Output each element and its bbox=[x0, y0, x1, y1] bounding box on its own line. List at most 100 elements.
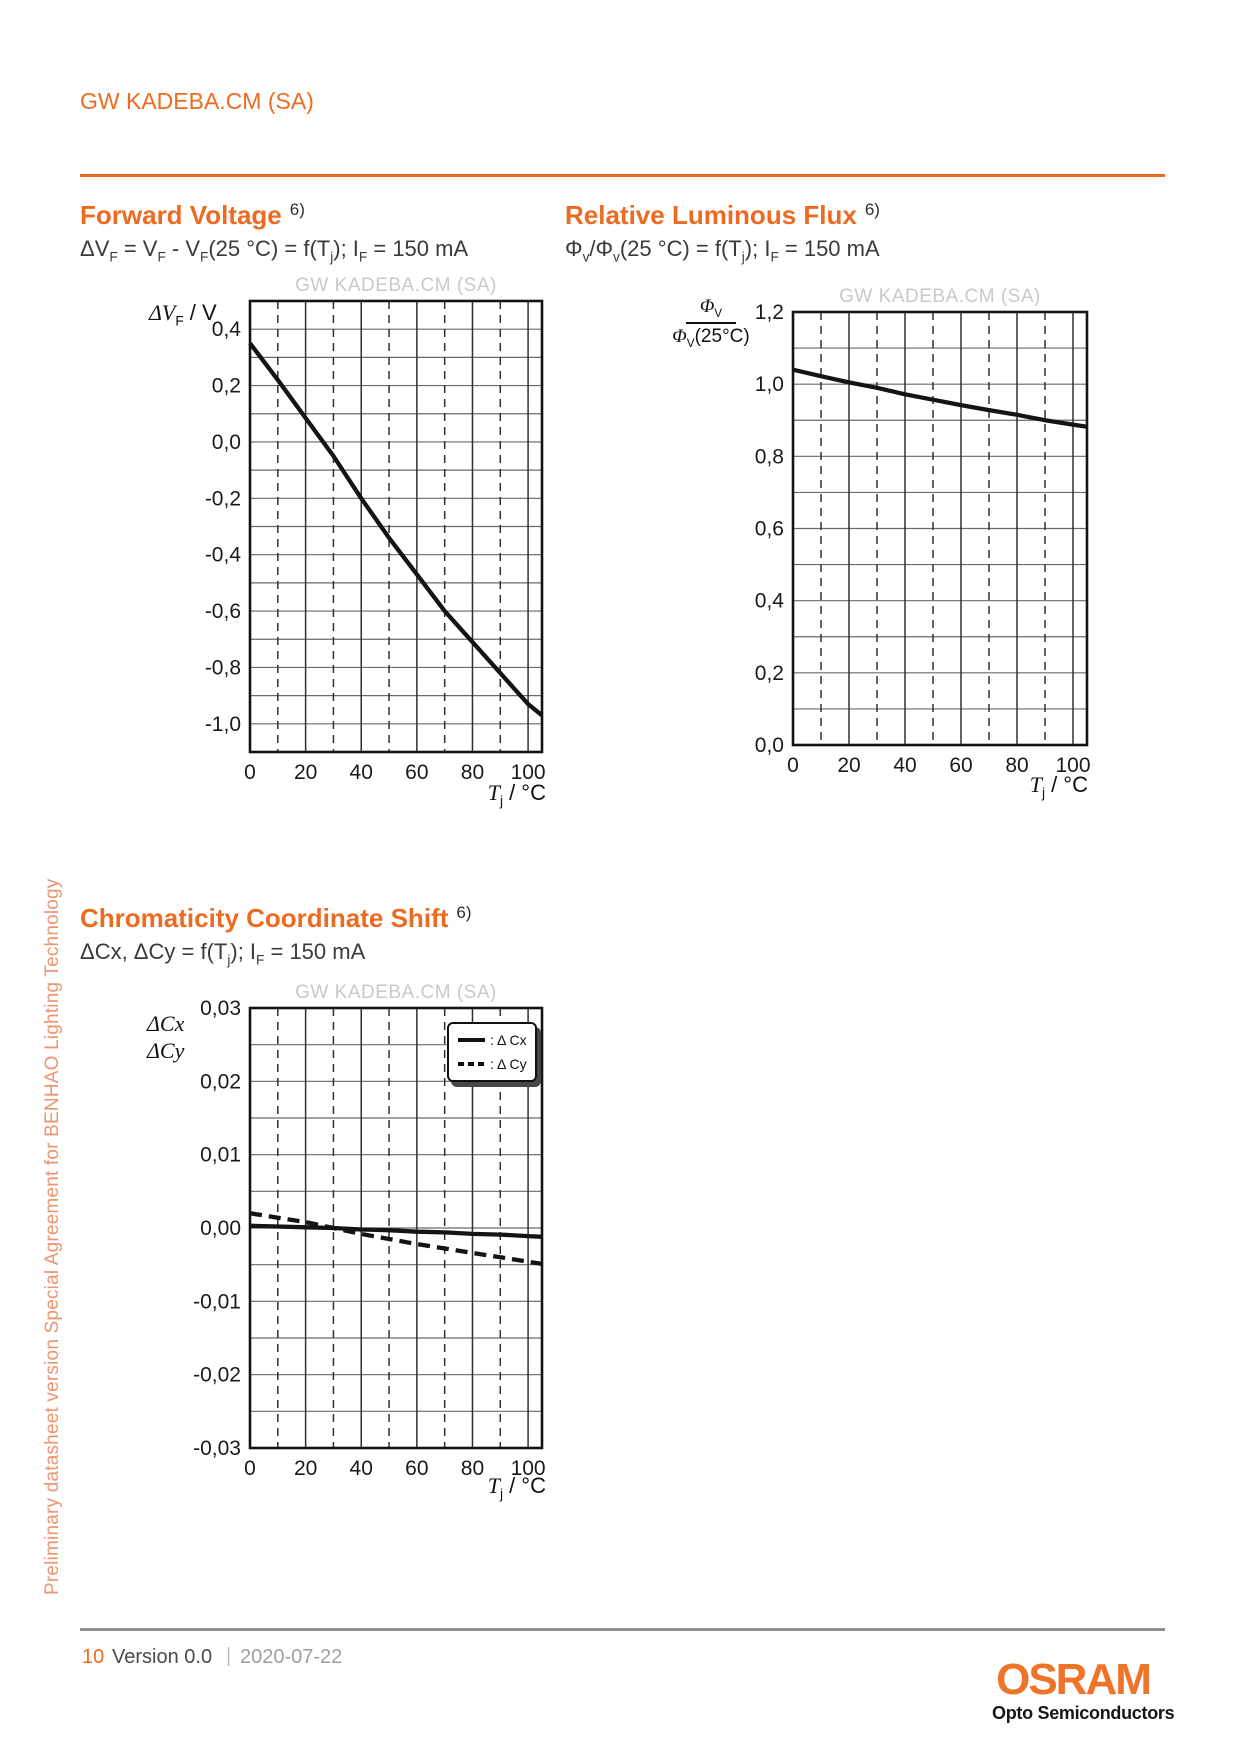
text-segment: (25 °C) = f(T bbox=[619, 236, 742, 261]
text-segment: / °C bbox=[502, 780, 546, 805]
y-tick-label: 0,00 bbox=[200, 1217, 241, 1240]
series-ΔCy bbox=[249, 1211, 543, 1267]
footer-divider bbox=[80, 1628, 1165, 1631]
sidebar-preliminary-note: Preliminary datasheet version Special Ag… bbox=[42, 878, 63, 1595]
x-tick-label: 60 bbox=[405, 761, 428, 784]
text-segment: / °C bbox=[1044, 772, 1088, 797]
footer-version: Version 0.0 bbox=[112, 1646, 213, 1668]
plot-border bbox=[791, 310, 1089, 747]
text-segment: = 150 mA bbox=[367, 236, 469, 261]
subscript: F bbox=[200, 249, 209, 265]
subscript: F bbox=[109, 249, 118, 265]
text-segment: ); I bbox=[230, 939, 257, 964]
forward-voltage-y-axis-title: ΔVF / V bbox=[149, 300, 217, 328]
text-segment: (25°C) bbox=[694, 325, 750, 347]
x-tick-label: 0 bbox=[244, 761, 256, 784]
x-tick-label: 100 bbox=[511, 761, 546, 784]
text-segment: ΔV bbox=[80, 236, 110, 261]
plot-border bbox=[248, 299, 544, 754]
y-tick-label: 0,0 bbox=[212, 431, 241, 454]
x-tick-label: 20 bbox=[294, 761, 317, 784]
subscript: v bbox=[582, 249, 590, 265]
section-title-text: Forward Voltage bbox=[80, 200, 282, 230]
subscript: F bbox=[157, 249, 166, 265]
subscript: j bbox=[227, 952, 231, 968]
osram-brand-subtitle: Opto Semiconductors bbox=[992, 1703, 1175, 1723]
variable: Φ bbox=[699, 296, 715, 317]
text-segment: ); I bbox=[744, 236, 771, 261]
x-tick-label: 80 bbox=[461, 1457, 484, 1480]
variable: T bbox=[1029, 772, 1042, 797]
y-axis-title-line: ΔCx bbox=[147, 1010, 184, 1037]
variable: T bbox=[487, 1473, 500, 1498]
variable: T bbox=[487, 780, 500, 805]
x-tick-label: 80 bbox=[461, 761, 484, 784]
x-tick-label: 80 bbox=[1005, 754, 1028, 777]
text-segment: (25 °C) = f(T bbox=[208, 236, 331, 261]
x-tick-label: 100 bbox=[511, 1457, 546, 1480]
legend-label: : Δ Cy bbox=[490, 1056, 527, 1072]
subscript: V bbox=[714, 306, 723, 320]
subscript: F bbox=[175, 313, 184, 329]
x-tick-label: 60 bbox=[949, 754, 972, 777]
x-tick-label: 40 bbox=[893, 754, 916, 777]
legend-entry-cx: : Δ Cx bbox=[458, 1032, 527, 1048]
subscript: F bbox=[770, 249, 779, 265]
forward-voltage-condition: ΔVF = VF - VF(25 °C) = f(Tj); IF = 150 m… bbox=[80, 236, 468, 264]
y-tick-label: -0,4 bbox=[205, 544, 242, 567]
x-tick-label: 100 bbox=[1055, 754, 1090, 777]
header-divider bbox=[80, 174, 1165, 177]
subscript: j bbox=[741, 249, 745, 265]
subscript: j bbox=[330, 249, 334, 265]
fraction-denominator: ΦV(25°C) bbox=[666, 324, 756, 350]
y-tick-label: 1,2 bbox=[755, 301, 784, 324]
section-title-text: Chromaticity Coordinate Shift bbox=[80, 903, 449, 933]
subscript: V bbox=[686, 336, 695, 350]
y-tick-label: -1,0 bbox=[205, 713, 241, 736]
series-ΔCx bbox=[249, 1223, 543, 1239]
series-Φv/Φv(25°C) bbox=[792, 367, 1088, 429]
text-segment: ); I bbox=[333, 236, 359, 261]
y-axis-title-line: ΔCy bbox=[147, 1037, 184, 1064]
footnote-marker: 6) bbox=[864, 200, 880, 219]
footer-separator: | bbox=[226, 1645, 232, 1667]
x-tick-label: 0 bbox=[244, 1457, 256, 1480]
footnote-marker: 6) bbox=[456, 903, 472, 922]
forward-voltage-x-axis-title: Tj / °C bbox=[420, 780, 546, 808]
chromaticity-condition: ΔCx, ΔCy = f(Tj); IF = 150 mA bbox=[80, 939, 365, 967]
text-segment: = V bbox=[117, 236, 158, 261]
plot-border bbox=[248, 1006, 544, 1450]
subscript: v bbox=[613, 249, 620, 265]
dashed-line-sample bbox=[458, 1062, 485, 1066]
y-tick-label: 0,6 bbox=[755, 518, 784, 541]
osram-brand-wordmark: OSRAM bbox=[996, 1655, 1152, 1704]
subscript: j bbox=[499, 793, 503, 809]
osram-logo: OSRAM Opto Semiconductors bbox=[992, 1655, 1175, 1724]
forward-voltage-chart: GW KADEBA.CM (SA) 0,4 0,2 0,0 -0,2 -0,4 -0,6 -0… bbox=[205, 275, 546, 784]
y-tick-label: -0,03 bbox=[193, 1437, 241, 1460]
page-number: 10 bbox=[82, 1646, 105, 1668]
chart-watermark: GW KADEBA.CM (SA) bbox=[839, 286, 1041, 307]
section-title-text: Relative Luminous Flux bbox=[565, 200, 857, 230]
relative-luminous-flux-chart: GW KADEBA.CM (SA) 1,2 1,0 0,8 0,6 0,4 0,2 0,00 2… bbox=[755, 286, 1091, 777]
chart-watermark: GW KADEBA.CM (SA) bbox=[295, 275, 497, 296]
chromaticity-x-axis-title: Tj / °C bbox=[420, 1473, 546, 1501]
page-header-title: GW KADEBA.CM (SA) bbox=[80, 88, 314, 114]
x-tick-label: 20 bbox=[294, 1457, 317, 1480]
subscript: F bbox=[358, 249, 368, 265]
y-tick-label: 0,8 bbox=[755, 445, 784, 468]
variable: ΔCx bbox=[147, 1011, 185, 1036]
subscript: F bbox=[256, 952, 265, 968]
series-ΔVF bbox=[248, 341, 544, 718]
text-segment: / °C bbox=[502, 1473, 546, 1498]
text-segment: Φ bbox=[565, 236, 583, 261]
y-tick-label: 0,2 bbox=[212, 375, 241, 398]
legend-entry-cy: : Δ Cy bbox=[458, 1056, 527, 1072]
text-segment: = 150 mA bbox=[264, 939, 366, 964]
x-tick-label: 20 bbox=[837, 754, 860, 777]
chromaticity-legend: : Δ Cx : Δ Cy bbox=[447, 1022, 537, 1082]
text-segment: ΔCx, ΔCy = f(T bbox=[80, 939, 228, 964]
chromaticity-y-axis-title: ΔCx ΔCy bbox=[147, 1010, 184, 1064]
y-tick-label: 0,0 bbox=[755, 734, 784, 757]
text-segment: /Φ bbox=[589, 236, 614, 261]
